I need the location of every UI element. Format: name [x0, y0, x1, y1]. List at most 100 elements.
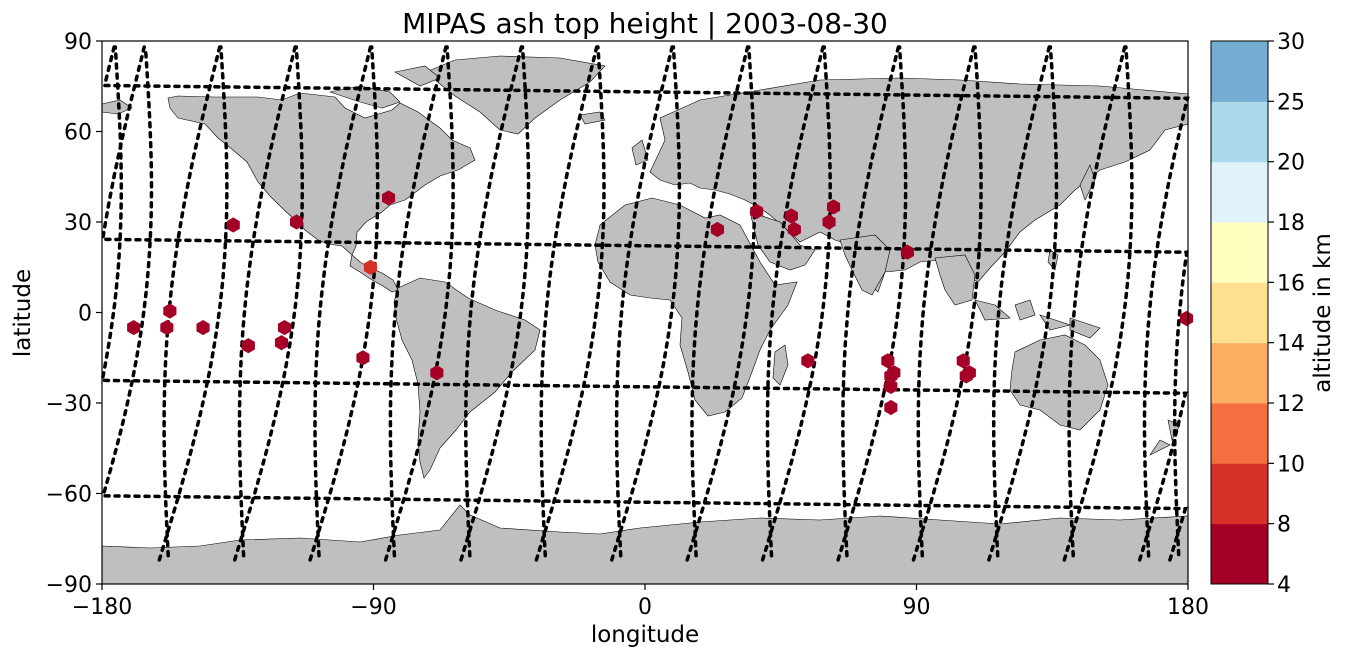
track-ascending	[534, 45, 606, 562]
colorbar-tick-label: 8	[1277, 513, 1291, 538]
ash-detection-marker	[356, 350, 370, 366]
ash-detection-marker	[160, 320, 174, 336]
track-descending	[162, 45, 222, 562]
x-axis-ticks: −180 −90 0 90 180	[72, 584, 1209, 620]
track-ascending	[760, 45, 832, 562]
ash-detection-marker	[900, 244, 914, 260]
colorbar-segment	[1211, 523, 1268, 585]
track-ascending	[459, 45, 531, 562]
british-isles	[631, 139, 649, 166]
ash-detection-marker	[750, 203, 764, 219]
satellite-tracks	[100, 45, 1190, 562]
south-america	[393, 277, 541, 479]
y-tick-label: −90	[46, 573, 92, 598]
greenland	[425, 55, 606, 135]
track-ascending	[100, 45, 1188, 562]
ash-detection-marker	[801, 353, 815, 369]
colorbar-tick-label: 4	[1277, 573, 1291, 598]
track-descending	[388, 45, 448, 562]
x-tick-label: 90	[903, 595, 931, 620]
chart-title: MIPAS ash top height | 2003-08-30	[402, 7, 888, 40]
ash-detection-marker	[956, 353, 970, 369]
track-ascending	[232, 45, 305, 562]
ash-detections	[127, 190, 1194, 416]
y-tick-label: 30	[64, 211, 92, 236]
colorbar-segment	[1211, 342, 1268, 404]
colorbar-segment	[1211, 101, 1268, 163]
y-tick-label: 90	[64, 30, 92, 55]
colorbar-segment	[1211, 41, 1268, 102]
japan	[1079, 164, 1096, 201]
ash-detection-marker	[163, 303, 177, 319]
eurasia	[649, 77, 1189, 293]
ash-detection-marker	[277, 320, 292, 336]
iceland	[579, 111, 606, 125]
track-ascending	[987, 45, 1059, 562]
indonesia	[974, 299, 1101, 339]
x-tick-label: 180	[1167, 595, 1209, 620]
colorbar-tick-label: 16	[1277, 271, 1305, 296]
colorbar-tick-label: 10	[1277, 452, 1305, 477]
colorbar-ticks: 4 8 10 12 14 16 18 20 25 30	[1268, 30, 1305, 598]
track-descending	[237, 45, 297, 562]
colorbar-segment	[1211, 282, 1268, 344]
madagascar	[772, 344, 789, 386]
track-descending	[1067, 45, 1127, 562]
ash-detection-marker	[887, 365, 901, 381]
x-axis-label: longitude	[591, 622, 699, 648]
colorbar-tick-label: 30	[1277, 30, 1305, 55]
colorbar-label: altitude in km	[1310, 233, 1336, 393]
track-descending	[690, 45, 750, 562]
ash-detection-marker	[196, 320, 210, 336]
colorbar-tick-label: 25	[1277, 90, 1305, 115]
colorbar	[1211, 41, 1268, 585]
y-tick-label: −30	[46, 392, 92, 417]
y-tick-label: −60	[46, 483, 92, 508]
track-descending	[765, 45, 825, 562]
track-descending	[991, 45, 1051, 562]
track-descending	[464, 45, 524, 562]
ash-detection-marker	[363, 259, 377, 275]
ash-detection-marker	[127, 320, 141, 336]
ash-detection-marker	[274, 335, 289, 351]
y-tick-label: 0	[78, 302, 92, 327]
track-ascending	[100, 45, 1188, 562]
ash-detection-marker	[827, 199, 841, 215]
ash-detection-marker	[884, 399, 898, 416]
track-ascending	[836, 45, 908, 562]
colorbar-segment	[1211, 463, 1268, 525]
y-tick-label: 60	[64, 121, 92, 146]
colorbar-tick-label: 18	[1277, 211, 1305, 236]
track-ascending	[308, 45, 380, 562]
x-tick-label: −90	[350, 595, 396, 620]
colorbar-tick-label: 12	[1277, 392, 1305, 417]
track-descending	[614, 45, 674, 562]
track-ascending	[610, 45, 682, 562]
ash-detection-marker	[962, 365, 976, 381]
southeast-asia	[934, 254, 976, 306]
track-ascending	[157, 45, 229, 562]
track-descending	[539, 45, 599, 562]
ash-detection-marker	[241, 338, 255, 354]
y-axis-label: latitude	[10, 269, 36, 357]
track-descending	[102, 45, 1190, 562]
track-descending	[313, 45, 373, 562]
ash-detection-marker	[430, 365, 444, 381]
track-ascending	[1062, 45, 1134, 562]
ash-detection-marker	[822, 214, 836, 230]
x-tick-label: 0	[638, 595, 652, 620]
arabian-peninsula	[749, 211, 816, 271]
ash-detection-marker	[382, 190, 396, 206]
ash-detection-marker	[884, 378, 898, 394]
track-descending	[841, 45, 901, 562]
colorbar-tick-label: 20	[1277, 151, 1305, 176]
colorbar-segment	[1211, 161, 1268, 223]
australia	[1009, 334, 1109, 431]
ash-detection-marker	[784, 208, 798, 224]
colorbar-tick-label: 14	[1277, 332, 1305, 357]
track-ascending	[685, 45, 757, 562]
colorbar-segment	[1211, 222, 1268, 283]
colorbar-segment	[1211, 403, 1268, 464]
ash-detection-marker	[710, 221, 724, 238]
